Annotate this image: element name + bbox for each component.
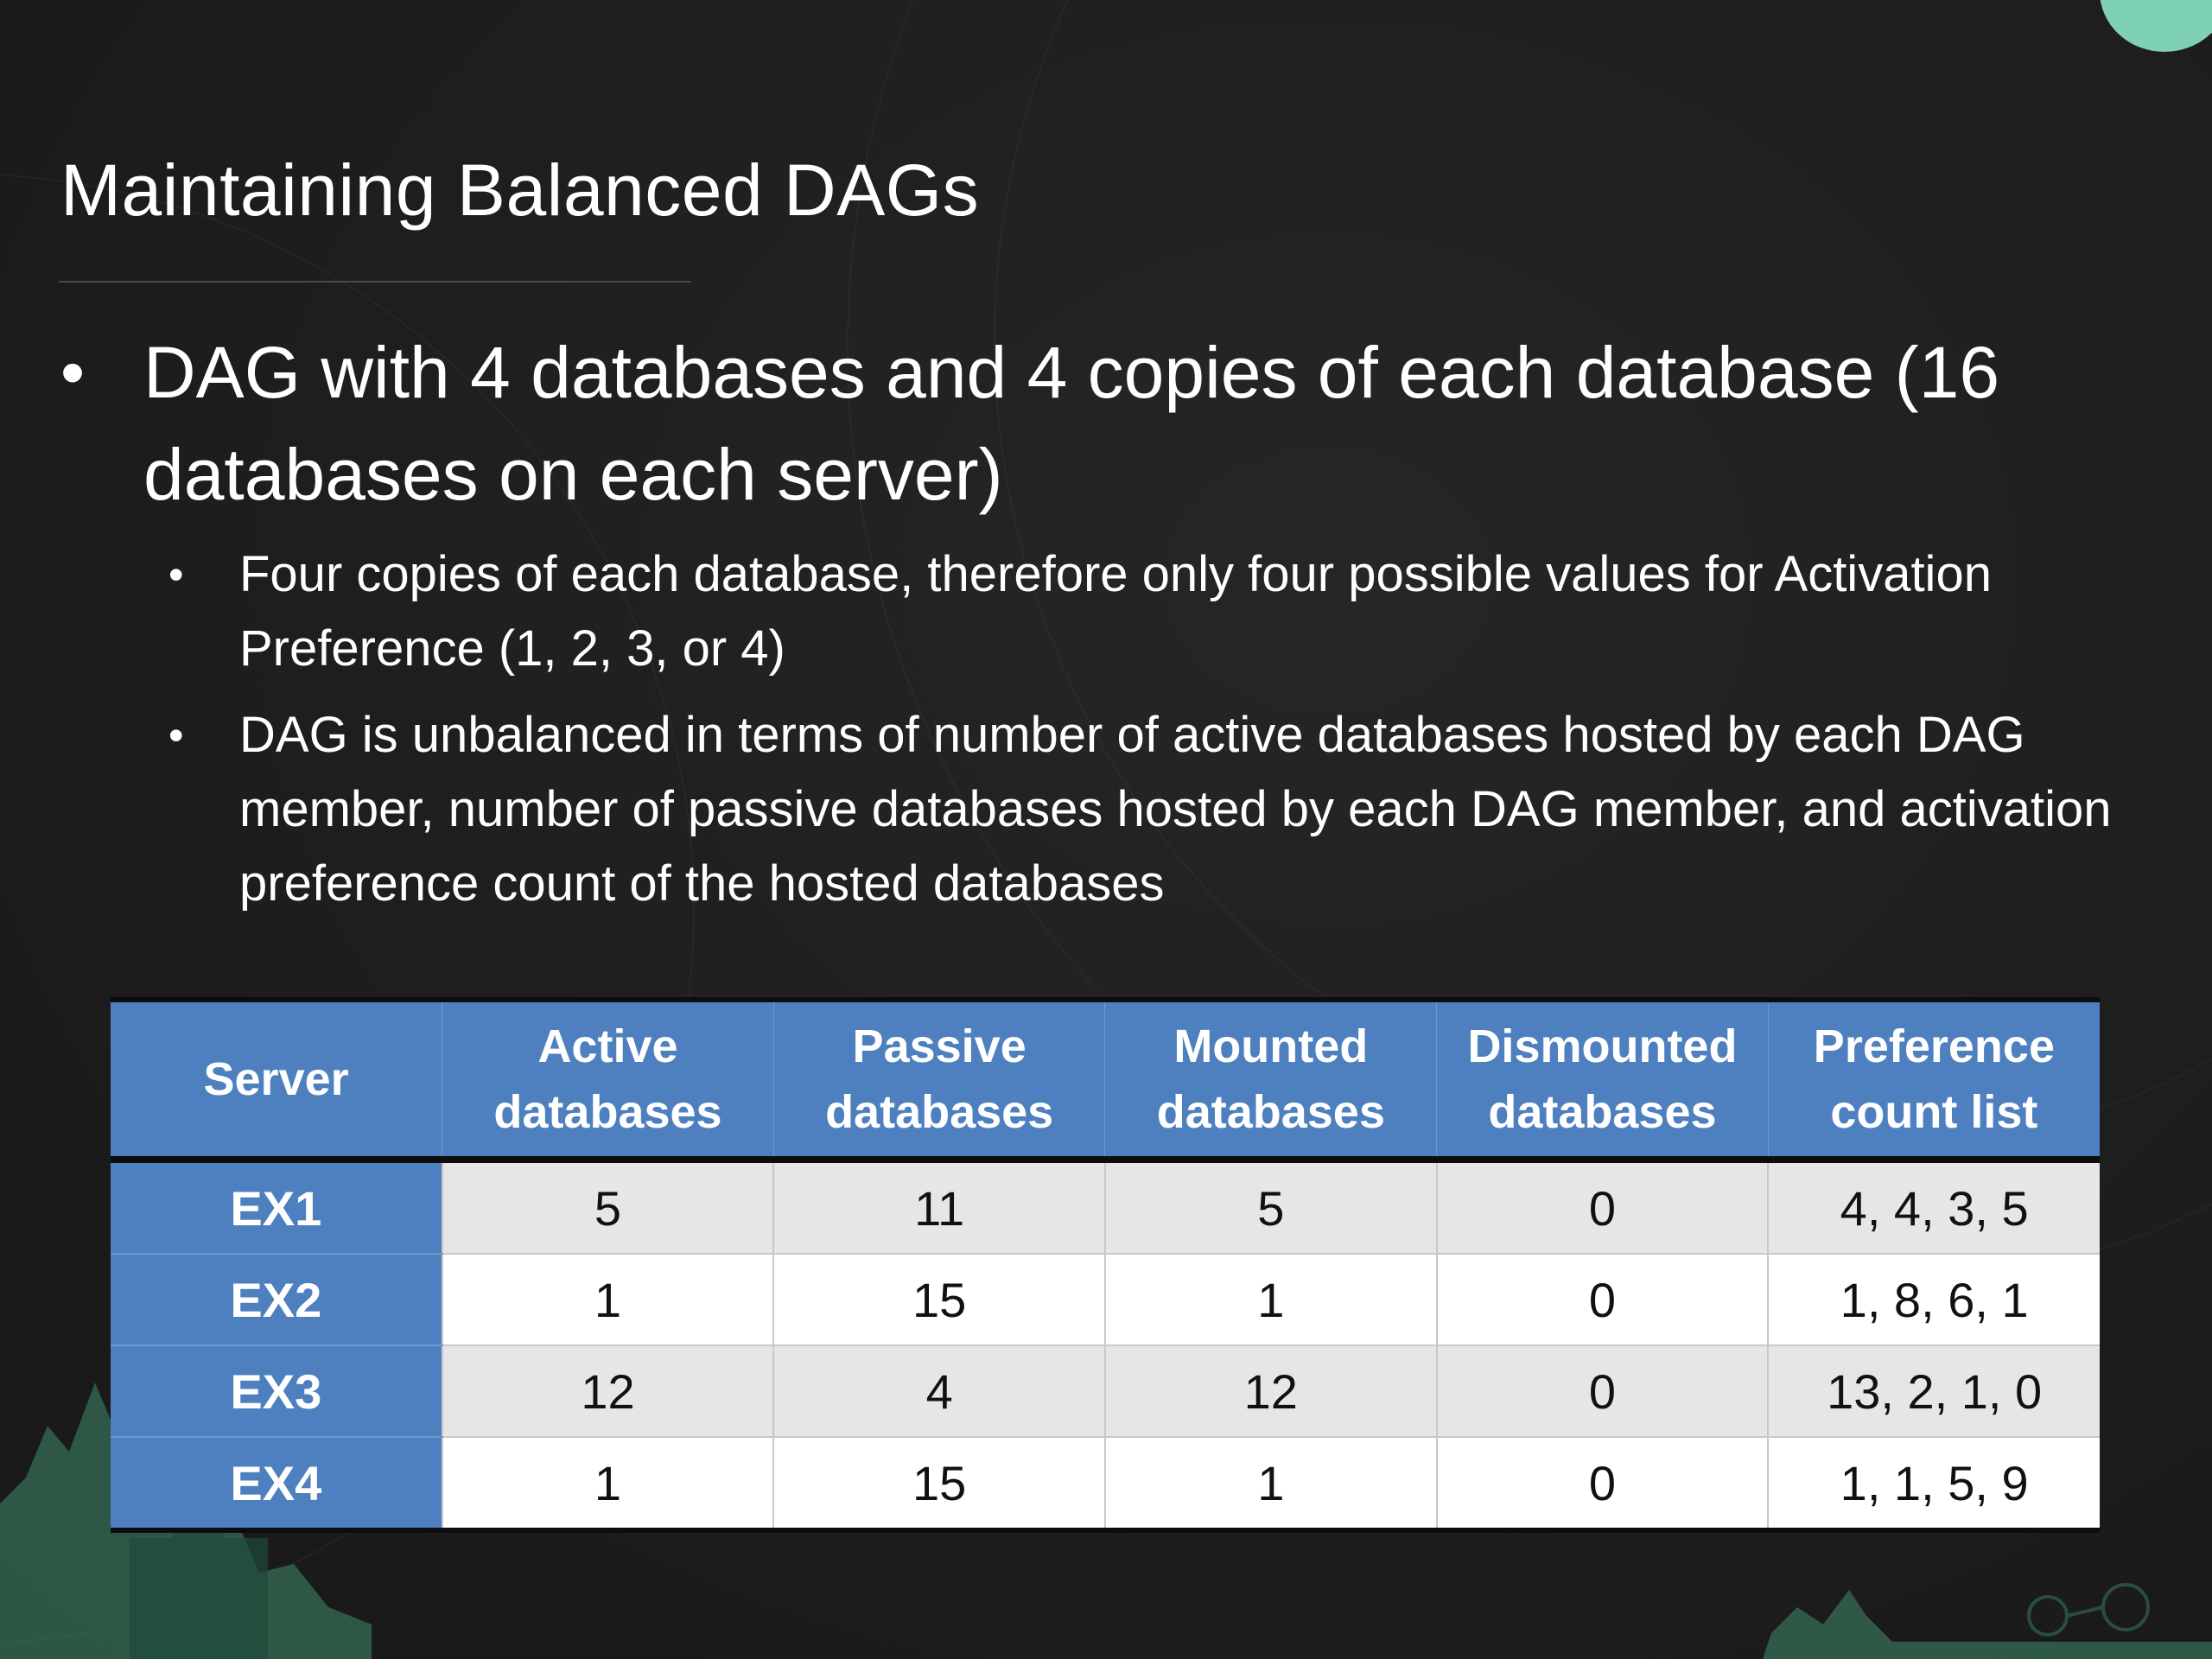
preference-count-list-cell: 13, 2, 1, 0: [1767, 1345, 2100, 1438]
passive-databases-cell: 15: [772, 1254, 1105, 1346]
active-databases-cell: 12: [441, 1345, 774, 1438]
header-line: Passive: [852, 1020, 1027, 1072]
active-databases-cell: 5: [441, 1160, 774, 1255]
header-preference-count-list: Preference count list: [1767, 997, 2100, 1163]
header-line: Mounted: [1173, 1020, 1369, 1072]
dismounted-databases-cell: 0: [1435, 1437, 1769, 1533]
header-passive-databases: Passive databases: [772, 997, 1105, 1163]
city-silhouette-decoration: [1763, 1583, 2212, 1659]
header-active-databases: Active databases: [442, 997, 774, 1163]
server-cell: EX1: [111, 1160, 442, 1255]
sub-bullet-text: Four copies of each database, therefore …: [239, 546, 1992, 677]
preference-count-list-cell: 1, 1, 5, 9: [1767, 1437, 2100, 1533]
header-line: databases: [1488, 1086, 1717, 1138]
header-line: count list: [1830, 1086, 2038, 1138]
sub-bullet-text: DAG is unbalanced in terms of number of …: [239, 707, 2112, 912]
bullet-glyph: •: [168, 711, 184, 760]
preference-count-list-cell: 4, 4, 3, 5: [1767, 1160, 2100, 1255]
passive-databases-cell: 11: [772, 1160, 1105, 1255]
server-cell: EX3: [111, 1345, 442, 1438]
table-row: EX3 12 4 12 0 13, 2, 1, 0: [111, 1345, 2100, 1438]
header-line: Dismounted: [1467, 1020, 1738, 1072]
title-divider: [59, 281, 691, 283]
header-line: databases: [493, 1086, 722, 1138]
header-server: Server: [111, 997, 442, 1163]
header-line: databases: [1156, 1086, 1385, 1138]
dismounted-databases-cell: 0: [1435, 1254, 1769, 1346]
table-row: EX2 1 15 1 0 1, 8, 6, 1: [111, 1254, 2100, 1346]
dag-balance-table: Server Active databases Passive databases …: [111, 997, 2100, 1533]
mounted-databases-cell: 1: [1103, 1254, 1437, 1346]
header-dismounted-databases: Dismounted databases: [1436, 997, 1769, 1163]
active-databases-cell: 1: [441, 1254, 774, 1346]
bullet-glyph: •: [60, 334, 86, 410]
dismounted-databases-cell: 0: [1435, 1345, 1769, 1438]
table-row: EX1 5 11 5 0 4, 4, 3, 5: [111, 1160, 2100, 1255]
header-mounted-databases: Mounted databases: [1104, 997, 1437, 1163]
dismounted-databases-cell: 0: [1435, 1160, 1769, 1255]
header-line: Server: [203, 1053, 349, 1105]
preference-count-list-cell: 1, 8, 6, 1: [1767, 1254, 2100, 1346]
header-line: databases: [825, 1086, 1054, 1138]
active-databases-cell: 1: [441, 1437, 774, 1533]
header-line: Active: [537, 1020, 678, 1072]
mounted-databases-cell: 1: [1103, 1437, 1437, 1533]
server-cell: EX2: [111, 1254, 442, 1346]
mounted-databases-cell: 12: [1103, 1345, 1437, 1438]
server-cell: EX4: [111, 1437, 442, 1533]
bullet-glyph: •: [168, 550, 184, 599]
table-header-row: Server Active databases Passive databases …: [111, 997, 2100, 1163]
main-bullet-text: DAG with 4 databases and 4 copies of eac…: [143, 332, 2000, 515]
header-line: Preference: [1813, 1020, 2055, 1072]
table-row: EX4 1 15 1 0 1, 1, 5, 9: [111, 1437, 2100, 1533]
slide-title: Maintaining Balanced DAGs: [60, 149, 980, 231]
passive-databases-cell: 15: [772, 1437, 1105, 1533]
mounted-databases-cell: 5: [1103, 1160, 1437, 1255]
passive-databases-cell: 4: [772, 1345, 1105, 1438]
